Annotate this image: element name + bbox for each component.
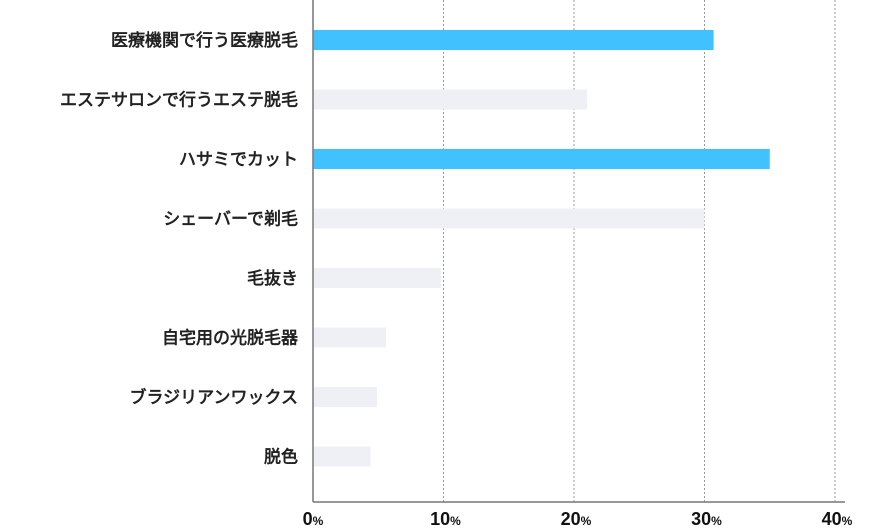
bar — [313, 268, 441, 288]
grid-lines — [443, 0, 836, 502]
bar — [313, 387, 377, 407]
category-label: エステサロンで行うエステ脱毛 — [60, 90, 298, 110]
category-label: 毛抜き — [247, 268, 298, 288]
bars — [313, 30, 770, 467]
bar — [313, 149, 770, 169]
category-label: 脱色 — [264, 447, 298, 467]
x-tick-label: 10% — [430, 509, 461, 528]
category-label: ブラジリアンワックス — [130, 387, 298, 407]
bar — [313, 208, 705, 229]
bar — [313, 327, 387, 348]
tick-labels: 0% 10% 20% 30% 40% — [303, 509, 853, 528]
x-tick-label: 40% — [822, 509, 853, 528]
category-label: 自宅用の光脱毛器 — [162, 328, 299, 348]
bar — [313, 30, 714, 50]
category-label: シェーバーで剃毛 — [163, 209, 298, 229]
x-tick-label: 20% — [561, 509, 592, 528]
x-tick-label: 30% — [691, 509, 722, 528]
bar — [313, 446, 371, 467]
category-label: 医療機関で行う医療脱毛 — [111, 30, 298, 50]
category-labels: 医療機関で行う医療脱毛エステサロンで行うエステ脱毛ハサミでカットシェーバーで剃毛… — [60, 30, 299, 467]
bar — [313, 89, 588, 110]
category-label: ハサミでカット — [179, 150, 298, 169]
x-tick-label: 0% — [303, 509, 324, 528]
